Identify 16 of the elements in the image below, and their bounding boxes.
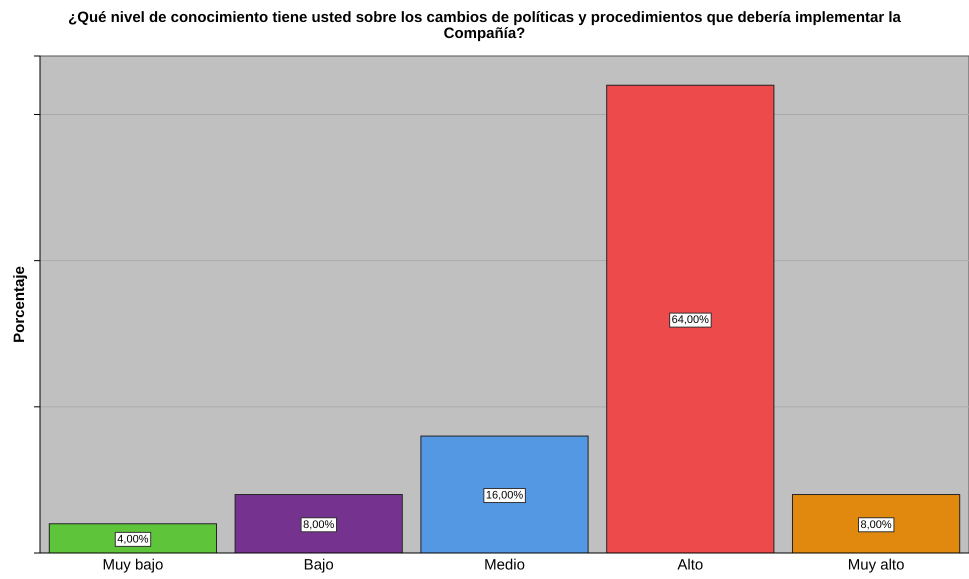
x-tick-label: Alto (677, 556, 704, 574)
data-label: 8,00% (860, 518, 892, 531)
chart-title: ¿Qué nivel de conocimiento tiene usted sobre los cambios de políticas y procedimientos que debería implementar la Compañía? (68, 9, 902, 42)
bar (606, 84, 774, 554)
y-axis-title: Porcentaje (11, 266, 28, 343)
data-label: 16,00% (486, 490, 524, 502)
x-tick-label: Bajo (304, 556, 334, 574)
bar (234, 494, 403, 554)
x-tick-label: Medio (484, 556, 525, 574)
data-label: 8,00% (303, 518, 335, 531)
data-label: 64,00% (672, 314, 710, 326)
bar (792, 494, 960, 554)
x-tick-label: Muy alto (848, 556, 904, 574)
bar (420, 436, 589, 554)
data-label: 4,00% (117, 533, 149, 546)
x-tick-label: Muy bajo (102, 556, 164, 574)
